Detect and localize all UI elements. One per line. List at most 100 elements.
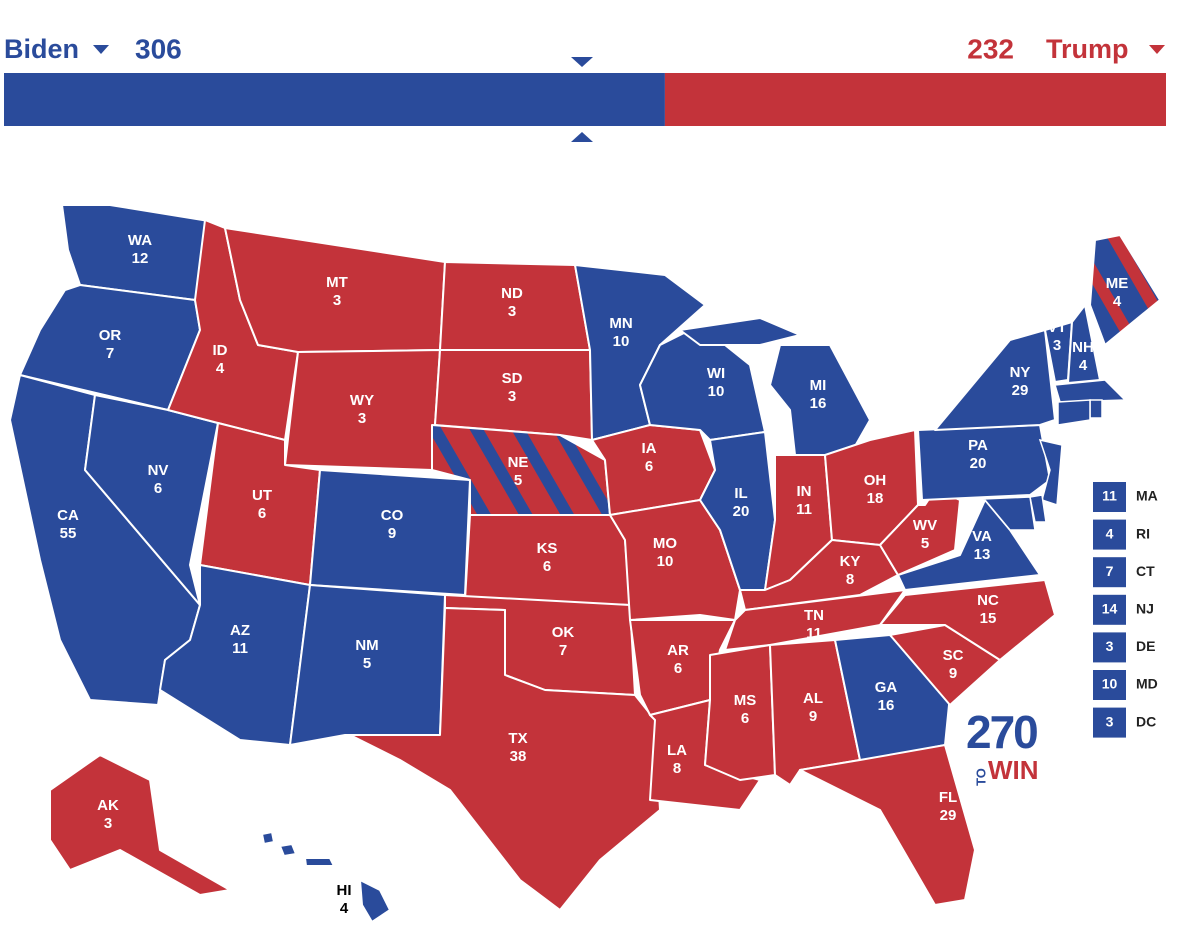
state-abbr: IN (797, 483, 812, 500)
legend-box[interactable] (1093, 632, 1126, 663)
state-abbr: IL (734, 485, 747, 502)
state-shape[interactable] (1089, 399, 1103, 419)
state-votes: 5 (363, 655, 371, 672)
state-votes: 8 (846, 571, 854, 588)
state-abbr: TN (804, 607, 824, 624)
state-votes: 6 (258, 505, 266, 522)
state-votes: 29 (1012, 382, 1029, 399)
state-abbr: OH (864, 472, 887, 489)
state-votes: 3 (508, 303, 516, 320)
state-abbr: FL (939, 789, 957, 806)
state-shape[interactable] (799, 744, 976, 906)
state-votes: 10 (657, 553, 674, 570)
legend-box[interactable] (1093, 557, 1126, 588)
state-abbr: NC (977, 592, 999, 609)
state-abbr: ID (213, 342, 228, 359)
state-votes: 15 (980, 610, 997, 627)
state-shape[interactable] (261, 831, 275, 845)
logo: 270 TO WIN (966, 706, 1039, 786)
state-shape[interactable] (679, 317, 801, 346)
state-shape[interactable] (1038, 438, 1063, 507)
legend-box[interactable] (1093, 670, 1126, 700)
legend-votes: 11 (1102, 488, 1117, 504)
legend-abbr: RI (1136, 525, 1150, 541)
state-votes: 9 (388, 525, 396, 542)
dropdown-arrow[interactable] (1149, 45, 1165, 54)
small-states-legend: 11 MA 4 RI 7 CT 14 NJ 3 DE 10 MD 3 DC (1093, 482, 1158, 738)
state-votes: 9 (949, 665, 957, 682)
state-votes: 16 (810, 395, 827, 412)
state-shape[interactable] (434, 349, 593, 441)
state-abbr: KY (840, 553, 861, 570)
state-votes: 7 (106, 345, 114, 362)
legend-abbr: DC (1136, 713, 1156, 729)
state-abbr: ND (501, 285, 523, 302)
state-votes: 3 (358, 410, 366, 427)
state-votes: 4 (1079, 357, 1088, 374)
state-votes: 6 (543, 558, 551, 575)
vote-bar (4, 73, 1166, 126)
state-abbr: NE (508, 454, 529, 471)
state-abbr: TX (508, 730, 527, 747)
states (9, 204, 1161, 923)
state-abbr: OK (552, 624, 575, 641)
state-abbr: LA (667, 742, 687, 759)
state-shape[interactable] (349, 607, 661, 911)
state-abbr: IA (642, 440, 657, 457)
state-shape[interactable] (1029, 494, 1047, 523)
state-abbr: WY (350, 392, 374, 409)
legend-box[interactable] (1093, 594, 1126, 625)
state-abbr: MO (653, 535, 677, 552)
state-votes: 16 (878, 697, 895, 714)
legend-votes: 14 (1102, 601, 1118, 617)
state-shape[interactable] (359, 879, 391, 923)
state-abbr: GA (875, 679, 898, 696)
logo-number: 270 (966, 706, 1037, 758)
state-abbr: UT (252, 487, 272, 504)
legend-box[interactable] (1093, 707, 1126, 738)
state-votes: 3 (104, 815, 112, 832)
state-votes: 5 (514, 472, 522, 489)
legend-votes: 3 (1106, 638, 1114, 654)
state-shape[interactable] (1089, 234, 1161, 346)
legend-box[interactable] (1093, 482, 1126, 512)
right-candidate[interactable]: Trump (1046, 34, 1129, 64)
state-votes: 7 (559, 642, 567, 659)
state-votes: 8 (673, 760, 681, 777)
logo-to: TO (973, 768, 988, 786)
state-votes: 20 (733, 503, 750, 520)
state-votes: 3 (333, 292, 341, 309)
state-votes: 11 (806, 625, 822, 642)
state-shape[interactable] (279, 843, 297, 857)
state-abbr: SC (943, 647, 964, 664)
right-bar (664, 73, 1166, 126)
state-votes: 6 (674, 660, 682, 677)
state-shape[interactable] (304, 857, 335, 867)
state-shape[interactable] (1057, 399, 1091, 426)
state-abbr: NY (1010, 364, 1031, 381)
state-shape[interactable] (49, 754, 231, 896)
dropdown-arrow[interactable] (93, 45, 109, 54)
legend-votes: 3 (1106, 713, 1114, 729)
state-shape[interactable] (934, 329, 1056, 431)
legend-votes: 4 (1106, 525, 1114, 541)
state-votes: 29 (940, 807, 957, 824)
left-votes: 306 (135, 33, 182, 64)
state-votes: 12 (132, 250, 149, 267)
left-candidate[interactable]: Biden (4, 34, 79, 64)
state-votes: 20 (970, 455, 987, 472)
state-votes: 4 (216, 360, 225, 377)
state-votes: 55 (60, 525, 77, 542)
state-shape[interactable] (959, 496, 1036, 531)
state-votes: 6 (645, 458, 653, 475)
state-votes: 6 (154, 480, 162, 497)
state-shape[interactable] (879, 579, 1056, 661)
state-abbr: VT (1047, 319, 1066, 336)
legend-box[interactable] (1093, 519, 1126, 550)
left-bar (4, 73, 665, 126)
state-shape[interactable] (1054, 379, 1127, 403)
legend-abbr: MD (1136, 676, 1158, 692)
right-votes: 232 (967, 33, 1014, 64)
